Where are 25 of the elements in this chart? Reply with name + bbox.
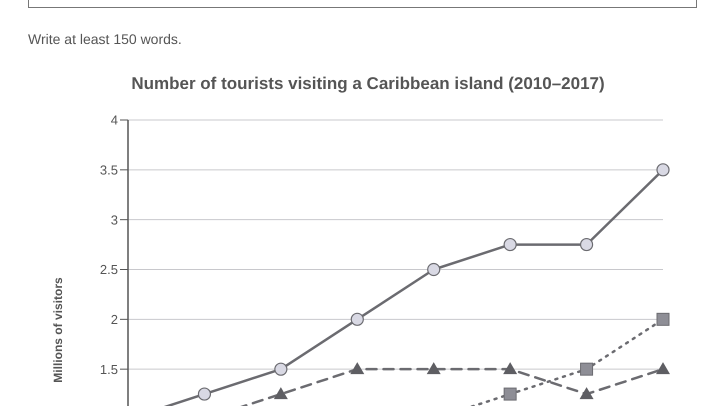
point	[580, 362, 594, 376]
chart-title: Number of tourists visiting a Caribbean island (2010–2017)	[130, 74, 606, 94]
point	[504, 388, 517, 401]
point	[656, 312, 670, 326]
point	[580, 238, 594, 252]
point	[656, 163, 670, 176]
point	[274, 387, 288, 400]
point	[426, 362, 441, 374]
point	[580, 387, 594, 400]
y-tick-label: 2.5	[100, 262, 118, 278]
y-tick-label: 3	[110, 212, 118, 228]
y-tick-label: 4	[110, 112, 118, 128]
point	[427, 262, 440, 276]
y-axis-title: Millions of visitors	[51, 277, 65, 383]
point	[503, 362, 518, 374]
point	[504, 238, 517, 252]
y-tick-label: 2	[110, 312, 118, 327]
y-tick-label: 3.5	[100, 162, 118, 178]
point	[198, 387, 212, 401]
point	[350, 312, 364, 326]
point	[350, 362, 364, 374]
point	[274, 362, 288, 376]
text: Write at least 150 words.	[28, 31, 182, 47]
y-tick-label: 1.5	[100, 362, 118, 377]
point	[656, 362, 670, 374]
